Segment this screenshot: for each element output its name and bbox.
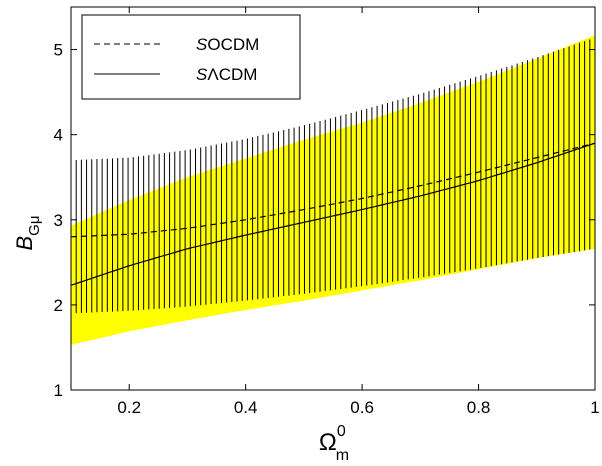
- series-line-1: [70, 142, 596, 286]
- axis-ticks-layer: 0.2 0.4 0.6 0.8 1 1 2 3 4 5: [54, 7, 600, 417]
- lcdm-confidence-band-layer: [71, 35, 595, 345]
- y-tick-label: 3: [54, 211, 63, 230]
- y-axis-label: BGμ: [12, 216, 43, 251]
- x-tick-label: 1: [590, 398, 599, 417]
- legend: SOCDM SΛCDM: [81, 14, 301, 100]
- legend-label-lcdm: SΛCDM: [196, 65, 257, 84]
- y-tick-label: 2: [54, 296, 63, 315]
- y-tick-label: 4: [54, 126, 63, 145]
- legend-box: [81, 14, 301, 100]
- series-lines-layer: [70, 142, 596, 286]
- plot-frame: [70, 6, 596, 391]
- x-tick-label: 0.8: [467, 398, 491, 417]
- x-axis-label: Ω0 m: [319, 423, 349, 464]
- x-axis-label-sup: 0: [337, 423, 346, 440]
- x-tick-label: 0.2: [117, 398, 141, 417]
- y-tick-label: 1: [54, 381, 63, 400]
- x-tick-label: 0.4: [234, 398, 258, 417]
- y-axis-label-main: B: [12, 236, 37, 251]
- series-line-0: [70, 142, 596, 238]
- y-tick-label: 5: [54, 41, 63, 60]
- y-axis-label-sub: Gμ: [26, 216, 43, 236]
- x-tick-label: 0.6: [350, 398, 374, 417]
- confidence-band-1: [71, 35, 595, 345]
- x-axis-label-main: Ω: [319, 429, 337, 456]
- legend-label-ocdm: SOCDM: [196, 35, 259, 54]
- x-axis-label-sub: m: [336, 447, 349, 464]
